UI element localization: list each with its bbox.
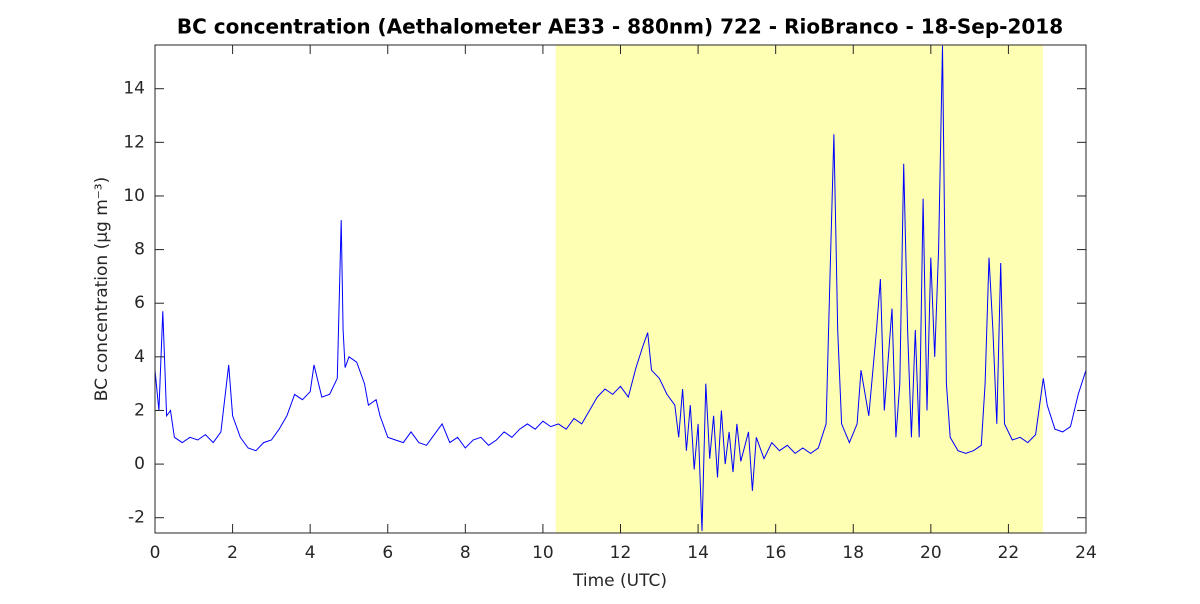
y-tick-label: 10 <box>123 186 145 206</box>
chart-title: BC concentration (Aethalometer AE33 - 88… <box>177 15 1063 39</box>
x-tick-label: 6 <box>382 543 393 563</box>
x-tick-label: 14 <box>687 543 709 563</box>
y-tick-label: 6 <box>134 293 145 313</box>
data-line <box>154 45 1087 532</box>
x-tick-label: 8 <box>460 543 471 563</box>
y-axis-label: BC concentration (μg m⁻³) <box>92 177 112 401</box>
x-tick-label: 12 <box>610 543 632 563</box>
y-tick-label: 4 <box>134 347 145 367</box>
y-tick-label: 14 <box>123 79 145 99</box>
y-tick-label: 2 <box>134 400 145 420</box>
x-tick-label: 4 <box>305 543 316 563</box>
y-tick-label: 8 <box>134 240 145 260</box>
x-tick-label: 20 <box>920 543 942 563</box>
y-tick-label: -2 <box>128 508 145 528</box>
x-tick-label: 2 <box>227 543 238 563</box>
x-tick-label: 18 <box>842 543 864 563</box>
x-tick-label: 24 <box>1075 543 1097 563</box>
x-tick-label: 16 <box>765 543 787 563</box>
highlight-region <box>555 45 1043 533</box>
x-tick-label: 10 <box>532 543 554 563</box>
x-axis-label: Time (UTC) <box>572 571 667 591</box>
y-tick-label: 0 <box>134 454 145 474</box>
x-tick-label: 0 <box>150 543 161 563</box>
x-tick-label: 22 <box>998 543 1020 563</box>
y-tick-label: 12 <box>123 132 145 152</box>
